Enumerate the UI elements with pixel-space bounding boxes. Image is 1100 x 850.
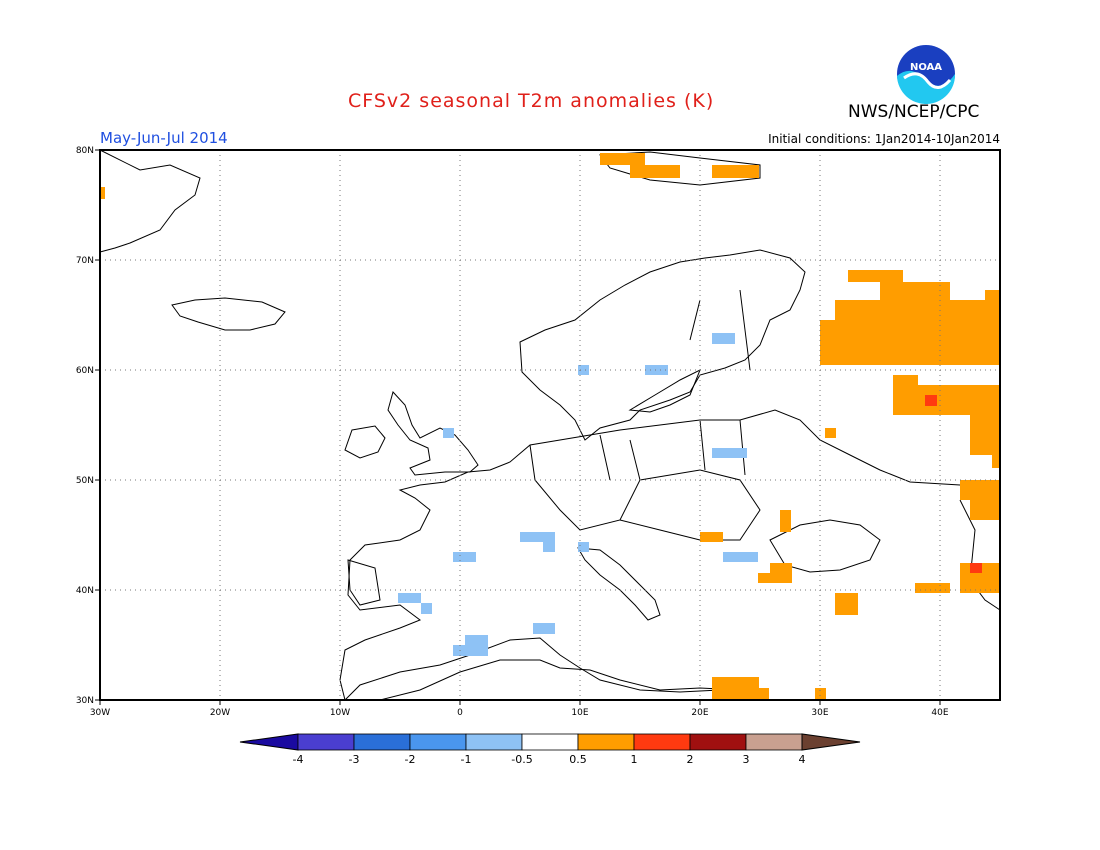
anomaly-cell-warm — [100, 187, 105, 199]
anomaly-cell-warm — [780, 510, 791, 532]
anomaly-cell-cool — [453, 552, 476, 562]
anomaly-cell-cool — [543, 542, 555, 552]
colorbar-tick-label: 0.5 — [569, 753, 587, 766]
lon-tick-label: 40E — [931, 708, 948, 718]
anomaly-cell-warm — [992, 455, 1000, 468]
anomaly-cell-cool — [578, 365, 589, 375]
anomaly-cell-warm — [960, 480, 1000, 500]
noaa-logo-icon: NOAA — [897, 45, 956, 104]
map-frame — [99, 149, 1001, 701]
colorbar-tick-label: -1 — [461, 753, 472, 766]
anomaly-cell-warm — [970, 500, 1000, 520]
anomaly-cell-cool — [712, 333, 735, 344]
anomaly-cell-warm — [630, 165, 680, 178]
lat-tick-label: 30N — [76, 696, 94, 706]
lat-tick-label: 50N — [76, 476, 94, 486]
anomaly-cell-warm — [835, 593, 858, 615]
colorbar-tick-label: -4 — [293, 753, 304, 766]
initial-conditions-label: Initial conditions: 1Jan2014-10Jan2014 — [768, 132, 1000, 146]
anomaly-cell-warm — [893, 375, 918, 385]
lon-tick-label: 30W — [90, 708, 110, 718]
colorbar-arrow-left — [239, 733, 299, 751]
anomaly-cell-warm — [893, 385, 1000, 415]
lon-tick-label: 10E — [571, 708, 588, 718]
lat-tick-label: 80N — [76, 146, 94, 156]
anomaly-cell-warm — [758, 688, 769, 700]
anomaly-cell-warm — [848, 270, 903, 282]
colorbar-tick-label: 2 — [687, 753, 694, 766]
colorbar-swatch — [577, 733, 635, 751]
anomaly-cell-warm — [700, 532, 723, 542]
organization-label: NWS/NCEP/CPC — [848, 102, 980, 122]
colorbar-swatch — [353, 733, 411, 751]
lon-tick-label: 0 — [457, 708, 463, 718]
colorbar-swatch — [521, 733, 579, 751]
anomaly-cell-warm — [758, 573, 778, 583]
anomaly-cell-warm — [815, 688, 826, 700]
lon-tick-label: 10W — [330, 708, 350, 718]
anomaly-cell-hot — [970, 563, 982, 573]
anomaly-cell-cool — [421, 603, 432, 614]
colorbar: -4 -3 -2 -1 -0.5 0.5 1 2 3 4 — [239, 733, 861, 766]
anomaly-cell-cool — [465, 635, 488, 656]
anomaly-cells — [100, 153, 1000, 700]
anomaly-cell-warm — [880, 282, 950, 300]
colorbar-swatch — [745, 733, 803, 751]
lat-tick-label: 40N — [76, 586, 94, 596]
map-title: CFSv2 seasonal T2m anomalies (K) — [348, 90, 715, 112]
anomaly-cell-cool — [533, 623, 555, 634]
anomaly-cell-hot — [925, 395, 937, 406]
anomaly-cell-warm — [600, 153, 645, 165]
colorbar-tick-label: -3 — [349, 753, 360, 766]
logo-text: NOAA — [910, 62, 942, 73]
lat-tick-label: 70N — [76, 256, 94, 266]
colorbar-swatch — [689, 733, 747, 751]
anomaly-cell-warm — [985, 290, 1000, 310]
lon-tick-label: 20W — [210, 708, 230, 718]
axis-tick-labels: 80N 70N 60N 50N 40N 30N 30W 20W 10W 0 10E 20E 30E 40E — [76, 146, 949, 718]
lon-tick-label: 30E — [811, 708, 828, 718]
anomaly-cell-cool — [453, 645, 465, 656]
anomaly-cell-warm — [825, 428, 836, 438]
colorbar-tick-label: -2 — [405, 753, 416, 766]
anomaly-cell-cool — [443, 428, 454, 438]
anomaly-cell-cool — [723, 552, 758, 562]
colorbar-tick-label: 1 — [631, 753, 638, 766]
anomaly-cell-warm — [915, 583, 950, 593]
period-label: May-Jun-Jul 2014 — [100, 129, 228, 147]
anomaly-cell-cool — [578, 542, 589, 552]
anomaly-cell-cool — [398, 593, 421, 603]
lon-tick-label: 20E — [691, 708, 708, 718]
colorbar-swatch — [409, 733, 467, 751]
colorbar-tick-label: 3 — [743, 753, 750, 766]
colorbar-swatch — [297, 733, 355, 751]
anomaly-cell-warm — [970, 415, 1000, 455]
anomaly-cell-warm — [712, 165, 759, 178]
anomaly-cell-cool — [645, 365, 668, 375]
colorbar-arrow-right — [801, 733, 861, 751]
colorbar-swatch — [465, 733, 523, 751]
colorbar-tick-label: -0.5 — [511, 753, 532, 766]
colorbar-swatch — [633, 733, 691, 751]
coastlines — [99, 149, 1001, 701]
lat-tick-label: 60N — [76, 366, 94, 376]
colorbar-tick-label: 4 — [799, 753, 806, 766]
anomaly-cell-cool — [520, 532, 555, 542]
anomaly-cell-cool — [712, 448, 747, 458]
map-gridlines — [99, 149, 1000, 701]
anomaly-cell-warm — [712, 677, 759, 700]
anomaly-cell-warm — [820, 320, 1000, 365]
